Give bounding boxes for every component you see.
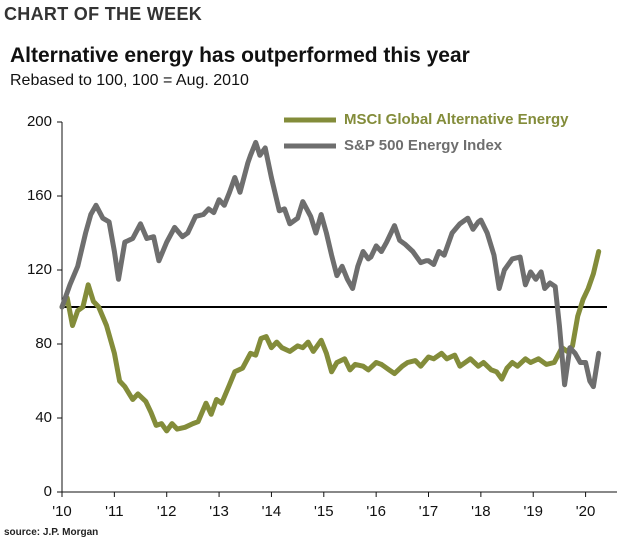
x-tick-label: '15: [314, 503, 334, 520]
series-line: [59, 139, 602, 390]
series-line: [59, 249, 602, 434]
x-tick-label: '19: [523, 503, 543, 520]
legend-label: S&P 500 Energy Index: [344, 137, 503, 154]
x-tick-label: '13: [209, 503, 229, 520]
y-tick-label: 160: [27, 187, 52, 204]
chart: 0 40 80 120 160 200 '10 '11 '12 '13 '14 '15 '16 '17 '1…: [27, 111, 617, 520]
chart-title: Alternative energy has outperformed this…: [10, 44, 470, 67]
y-tick-label: 200: [27, 113, 52, 130]
y-tick-label: 120: [27, 261, 52, 278]
y-tick-label: 0: [44, 483, 52, 500]
chart-subtitle: Rebased to 100, 100 = Aug. 2010: [10, 72, 249, 89]
x-tick-label: '12: [157, 503, 177, 520]
source: source: J.P. Morgan: [4, 527, 99, 538]
y-tick-label: 80: [35, 335, 52, 352]
x-tick-label: '11: [105, 503, 123, 520]
x-tick-label: '18: [471, 503, 491, 520]
kicker: CHART OF THE WEEK: [4, 4, 203, 24]
x-tick-label: '10: [52, 503, 72, 520]
x-tick-label: '14: [262, 503, 282, 520]
x-tick-label: '16: [366, 503, 386, 520]
x-tick-label: '20: [576, 503, 596, 520]
x-tick-label: '17: [419, 503, 439, 520]
y-tick-label: 40: [35, 409, 52, 426]
legend-label: MSCI Global Alternative Energy: [344, 111, 569, 128]
